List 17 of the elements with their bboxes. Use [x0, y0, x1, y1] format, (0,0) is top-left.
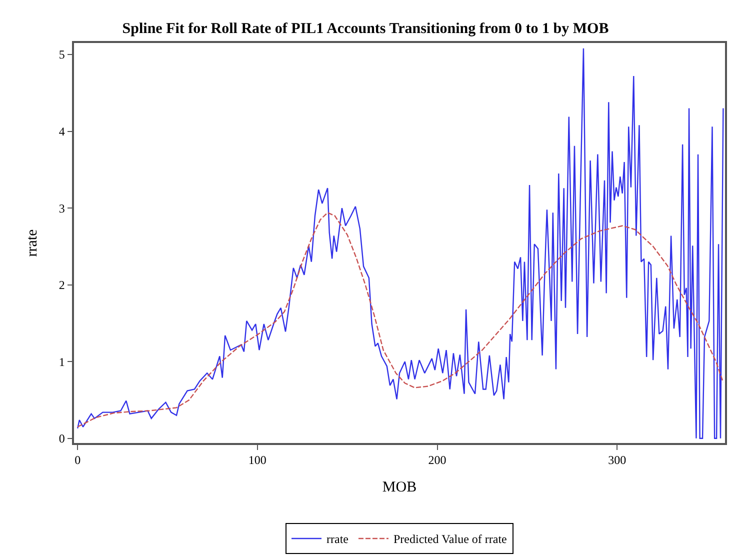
y-tick-label: 5	[58, 48, 65, 62]
legend-label: rrate	[326, 532, 348, 546]
line-series	[77, 48, 724, 439]
y-tick-label: 0	[58, 432, 65, 446]
x-tick-label: 0	[74, 453, 81, 468]
x-axis-title: MOB	[382, 480, 417, 496]
x-tick-label: 100	[248, 453, 266, 468]
x-tick-label: 300	[608, 453, 626, 468]
x-tick-label: 200	[428, 453, 446, 468]
y-axis-title: rrate	[24, 228, 41, 257]
chart-title: Spline Fit for Roll Rate of PIL1 Accounts Transitioning from 0 to 1 by MOB	[122, 20, 609, 37]
y-tick-label: 2	[58, 278, 65, 292]
y-tick-label: 3	[58, 201, 65, 216]
legend-label: Predicted Value of rrate	[393, 532, 507, 546]
line-series	[77, 212, 724, 428]
y-tick-label: 4	[58, 124, 65, 138]
y-tick-label: 1	[58, 354, 65, 369]
